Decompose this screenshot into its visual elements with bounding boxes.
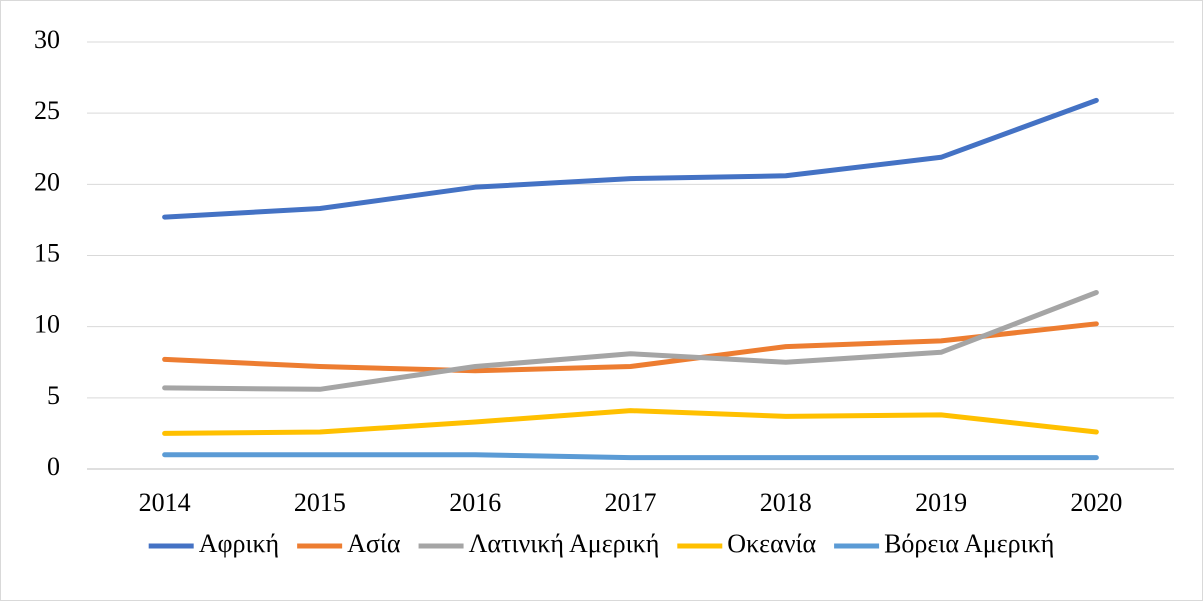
legend-label: Αφρική xyxy=(199,529,279,558)
y-tick-label: 10 xyxy=(34,310,60,339)
x-tick-label: 2017 xyxy=(605,488,657,517)
y-tick-label: 25 xyxy=(34,96,60,125)
y-tick-label: 15 xyxy=(34,238,60,267)
legend-label: Οκεανία xyxy=(727,529,816,558)
x-tick-label: 2016 xyxy=(449,488,501,517)
y-tick-label: 5 xyxy=(47,381,60,410)
legend-label: Ασία xyxy=(347,529,401,558)
x-tick-label: 2015 xyxy=(294,488,346,517)
legend-label: Βόρεια Αμερική xyxy=(884,529,1054,558)
y-tick-label: 20 xyxy=(34,167,60,196)
x-tick-label: 2020 xyxy=(1070,488,1122,517)
line-series xyxy=(162,321,1099,374)
x-tick-label: 2019 xyxy=(915,488,967,517)
line-series xyxy=(162,408,1099,436)
line-series xyxy=(162,290,1099,392)
x-tick-label: 2018 xyxy=(760,488,812,517)
x-tick-label: 2014 xyxy=(139,488,191,517)
y-tick-label: 0 xyxy=(47,452,60,481)
y-tick-label: 30 xyxy=(34,25,60,54)
legend-label: Λατινική Αμερική xyxy=(469,529,660,558)
line-series xyxy=(162,452,1099,461)
line-series xyxy=(162,97,1099,220)
